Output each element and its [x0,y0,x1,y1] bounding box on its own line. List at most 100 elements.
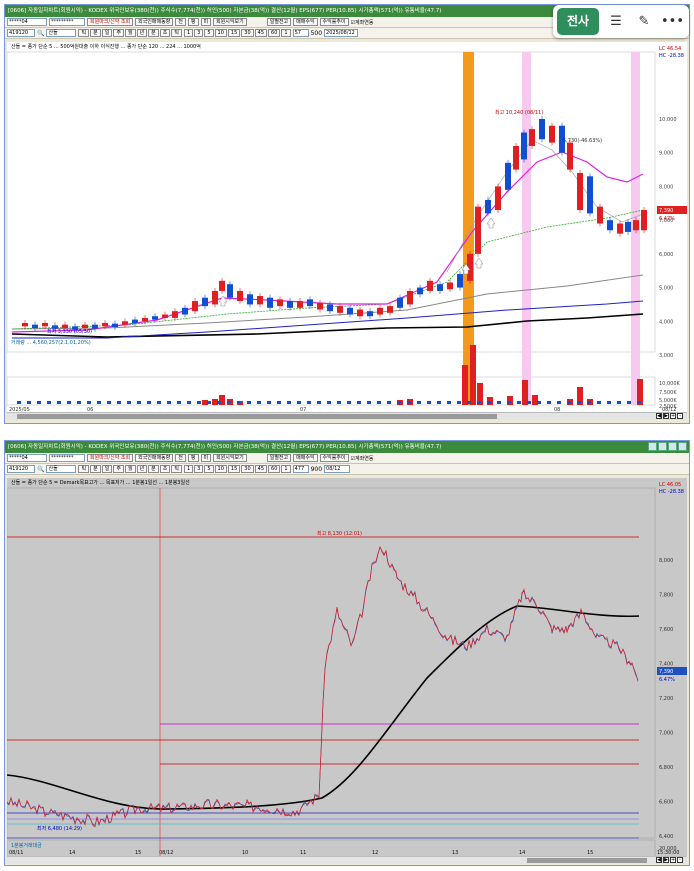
scroll-thumb[interactable] [17,414,497,419]
account-link-checkbox[interactable]: ☑계좌연동 [350,19,374,26]
daily-balance-button[interactable]: 일별전고 [266,454,292,462]
foreign-trend-button[interactable]: 외국인매매동향 [135,454,174,462]
search-icon[interactable]: 🔍 [37,465,45,473]
period-7[interactable]: 초 [159,465,171,473]
member-view-button[interactable]: 회원시익보기 [213,454,247,462]
period-6[interactable]: 분 [148,29,159,37]
scroll-left-icon[interactable]: ◀ [656,413,662,419]
period-8[interactable]: 틱 [171,465,182,473]
profit-trend-button[interactable]: 수익률추이 [319,18,349,26]
interval-0[interactable]: 1 [183,465,194,473]
more-icon[interactable]: ••• [661,13,685,29]
interval-1[interactable]: 3 [194,29,204,37]
count-input[interactable]: 57 [292,29,309,37]
close-icon[interactable] [678,442,687,451]
date-input[interactable]: 2025/08/12 [324,29,359,37]
interval-4[interactable]: 15 [227,29,241,37]
interval-2[interactable]: 5 [204,29,214,37]
zoom-out-icon[interactable]: - [677,413,683,419]
stock-code-input[interactable]: 419120 [7,29,35,37]
period-4[interactable]: 월 [124,465,136,473]
member-query-button[interactable]: 회원마크/신약 조회 [87,454,134,462]
interval-2[interactable]: 5 [204,465,214,473]
trade-profit-button[interactable]: 매매수익 [293,18,318,26]
stock-code-input[interactable]: 419120 [7,465,35,473]
interval-4[interactable]: 15 [227,465,241,473]
account-input[interactable]: *****04 [7,454,47,462]
price-tick-label: 7,000 [659,218,673,224]
period-5[interactable]: 년 [136,29,148,37]
overlay-toolbar: 전사 ☰ ✎ ••• [553,5,689,38]
daily-balance-button[interactable]: 일별전고 [266,18,292,26]
password-input[interactable]: ********* [49,454,85,462]
pen-icon[interactable]: ✎ [638,13,650,29]
scroll-thumb[interactable] [527,858,647,863]
period-0[interactable]: 틱 [78,465,90,473]
interval-5[interactable]: 30 [241,465,254,473]
help-icon[interactable] [648,442,657,451]
period-1[interactable]: 분 [90,465,101,473]
interval-8[interactable]: 1 [281,29,291,37]
tab-jeon[interactable]: 전 [175,454,186,462]
volume-bar [207,401,211,404]
volume-bar [627,401,631,404]
zoom-in-icon[interactable]: + [670,857,676,863]
period-5[interactable]: 년 [136,465,148,473]
tab-pyeong[interactable]: 펑 [187,18,199,26]
tab-pyeong[interactable]: 펑 [187,454,199,462]
period-2[interactable]: 일 [101,465,113,473]
tab-mi[interactable]: 미 [200,454,212,462]
chart-scrollbar[interactable]: ◀ ▶ + - [7,856,687,864]
maximize-icon[interactable] [668,442,677,451]
tab-mi[interactable]: 미 [200,18,212,26]
account-link-checkbox[interactable]: ☑계좌연동 [350,455,374,462]
period-3[interactable]: 주 [113,465,124,473]
volume-bar [607,401,611,404]
period-2[interactable]: 일 [101,29,113,37]
period-0[interactable]: 틱 [78,29,90,37]
menu-icon[interactable]: ☰ [610,13,622,29]
minimize-icon[interactable] [658,442,667,451]
foreign-trend-button[interactable]: 외국인매매동향 [135,18,174,26]
date-input[interactable]: 08/12 [324,465,351,473]
member-view-button[interactable]: 회원시익보기 [213,18,247,26]
trade-profit-button[interactable]: 매매수익 [293,454,318,462]
interval-6[interactable]: 45 [254,29,268,37]
period-3[interactable]: 주 [113,29,124,37]
tab-jeon[interactable]: 전 [175,18,186,26]
candle-body [475,206,481,254]
period-1[interactable]: 분 [90,29,101,37]
period-8[interactable]: 틱 [171,29,182,37]
scroll-right-icon[interactable]: ▶ [663,413,669,419]
minute-chart-area[interactable]: 산돌 = 종가 단순 5 = Demark목표고가 ... 목표저가 ... 1… [7,478,687,856]
zoom-out-icon[interactable]: - [677,857,683,863]
scroll-left-icon[interactable]: ◀ [656,857,662,863]
daily-chart-area[interactable]: 산돌 = 종가 단순 5 ... 500억원대출 이하 이식진행 ... 종가 … [7,42,687,412]
interval-3[interactable]: 10 [214,29,227,37]
count-input[interactable]: 477 [292,465,309,473]
interval-6[interactable]: 45 [254,465,268,473]
interval-8[interactable]: 1 [281,465,291,473]
password-input[interactable]: ********* [49,18,85,26]
chart-scrollbar[interactable]: ◀ ▶ + - [7,412,687,420]
jeonsa-button[interactable]: 전사 [557,8,599,35]
zoom-in-icon[interactable]: + [670,413,676,419]
period-7[interactable]: 초 [159,29,171,37]
interval-7[interactable]: 60 [268,465,281,473]
period-4[interactable]: 월 [124,29,136,37]
volume-bar [77,401,81,404]
interval-7[interactable]: 60 [268,29,281,37]
profit-trend-button[interactable]: 수익률추이 [319,454,349,462]
scroll-right-icon[interactable]: ▶ [663,857,669,863]
interval-3[interactable]: 10 [214,465,227,473]
search-icon[interactable]: 🔍 [37,29,45,37]
account-input[interactable]: *****04 [7,18,47,26]
interval-0[interactable]: 1 [183,29,194,37]
interval-5[interactable]: 30 [241,29,254,37]
member-query-button[interactable]: 회원마크/신약 조회 [87,18,134,26]
volume-bar [497,401,501,404]
volume-bar [17,401,21,404]
period-6[interactable]: 분 [148,465,159,473]
interval-1[interactable]: 3 [194,465,204,473]
volume-bar [219,395,225,405]
